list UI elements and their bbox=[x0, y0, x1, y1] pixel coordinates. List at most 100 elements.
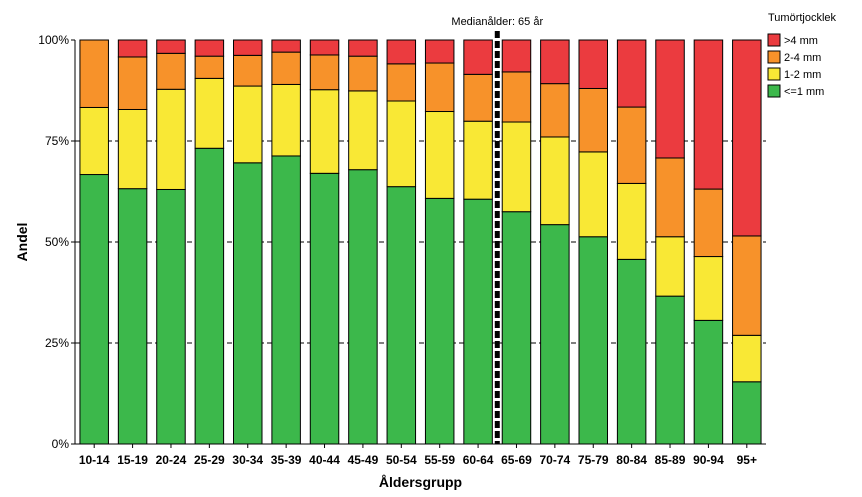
x-tick-label: 60-64 bbox=[463, 453, 494, 467]
bar-segment-15-19-s2 bbox=[117, 56, 148, 110]
y-axis-label: Andel bbox=[14, 223, 30, 262]
x-tick-label: 50-54 bbox=[386, 453, 417, 467]
bar-segment-30-34-s1 bbox=[233, 85, 263, 164]
bar-segment-30-34-s0 bbox=[233, 162, 263, 445]
x-tick-label: 65-69 bbox=[501, 453, 532, 467]
x-tick-label: 70-74 bbox=[540, 453, 571, 467]
x-tick-label: 90-94 bbox=[693, 453, 724, 467]
y-tick-label: 75% bbox=[45, 134, 69, 148]
x-axis-label: Åldersgrupp bbox=[379, 474, 462, 490]
y-tick-label: 100% bbox=[38, 33, 69, 47]
bar-segment-70-74-s0 bbox=[540, 224, 570, 445]
x-tick-label: 30-34 bbox=[232, 453, 263, 467]
x-tick-label: 35-39 bbox=[271, 453, 302, 467]
bar-segment-35-39-s2 bbox=[271, 51, 301, 85]
bar-segment-75-79-s0 bbox=[578, 236, 608, 445]
legend-swatch bbox=[767, 33, 781, 47]
bar-segment-30-34-s3 bbox=[233, 39, 263, 56]
bar-segment-80-84-s3 bbox=[616, 39, 647, 108]
x-tick-label: 40-44 bbox=[309, 453, 340, 467]
x-tick-label: 20-24 bbox=[156, 453, 187, 467]
bar-segment-70-74-s1 bbox=[540, 136, 570, 226]
bar-segment-95+-s0 bbox=[732, 381, 762, 445]
bar-segment-85-89-s1 bbox=[655, 236, 685, 297]
bar-segment-60-64-s3 bbox=[463, 39, 493, 75]
bar-segment-40-44-s2 bbox=[309, 54, 340, 91]
legend-swatch bbox=[767, 67, 781, 81]
bar-segment-15-19-s0 bbox=[117, 188, 148, 445]
y-tick-label: 50% bbox=[45, 235, 69, 249]
bar-segment-20-24-s2 bbox=[156, 52, 186, 90]
bar-segment-40-44-s0 bbox=[309, 172, 340, 445]
bar-segment-20-24-s1 bbox=[156, 88, 186, 190]
bar-segment-50-54-s0 bbox=[386, 186, 417, 445]
legend-label: 2-4 mm bbox=[784, 52, 821, 64]
bar-segment-95+-s2 bbox=[732, 235, 762, 336]
bar-segment-65-69-s3 bbox=[501, 39, 532, 73]
legend-title: Tumörtjocklek bbox=[768, 12, 837, 24]
y-tick-label: 25% bbox=[45, 336, 69, 350]
bar-segment-40-44-s1 bbox=[309, 89, 340, 174]
bar-segment-30-34-s2 bbox=[233, 54, 263, 87]
bar-segment-90-94-s2 bbox=[693, 188, 724, 258]
bar-segment-70-74-s3 bbox=[540, 39, 570, 85]
bar-segment-25-29-s1 bbox=[194, 77, 225, 149]
bar-segment-85-89-s2 bbox=[655, 157, 685, 238]
bar-segment-35-39-s1 bbox=[271, 83, 301, 157]
x-tick-label: 80-84 bbox=[616, 453, 647, 467]
bar-segment-25-29-s2 bbox=[194, 55, 225, 79]
bar-segment-75-79-s3 bbox=[578, 39, 608, 89]
legend-swatch bbox=[767, 50, 781, 64]
bar-segment-35-39-s3 bbox=[271, 39, 301, 53]
bar-segment-20-24-s0 bbox=[156, 188, 186, 445]
x-ticks: 10-14 15-19 20-24 25-29 30-34 35-39 40-44 45-49… bbox=[79, 444, 757, 467]
bar-segment-10-14-s1 bbox=[79, 106, 109, 176]
bar-segment-45-49-s0 bbox=[348, 169, 378, 445]
y-tick-label: 0% bbox=[52, 437, 70, 451]
x-tick-label: 95+ bbox=[737, 453, 757, 467]
bar-segment-55-59-s1 bbox=[424, 111, 455, 199]
x-tick-label: 45-49 bbox=[348, 453, 379, 467]
x-tick-label: 55-59 bbox=[424, 453, 455, 467]
bar-segment-80-84-s1 bbox=[616, 182, 647, 260]
bar-segment-75-79-s2 bbox=[578, 87, 608, 153]
bar-segment-70-74-s2 bbox=[540, 83, 570, 138]
x-tick-label: 25-29 bbox=[194, 453, 225, 467]
bar-segment-80-84-s2 bbox=[616, 106, 647, 184]
bar-segment-55-59-s0 bbox=[424, 197, 455, 445]
x-tick-label: 15-19 bbox=[117, 453, 148, 467]
bar-segment-45-49-s1 bbox=[348, 90, 378, 171]
gridlines bbox=[75, 140, 766, 344]
x-tick-label: 85-89 bbox=[655, 453, 686, 467]
bar-segment-85-89-s0 bbox=[655, 295, 685, 445]
bar-segment-60-64-s1 bbox=[463, 120, 493, 200]
bar-segment-10-14-s2 bbox=[79, 39, 109, 108]
bar-segment-65-69-s1 bbox=[501, 121, 532, 213]
bar-segment-50-54-s1 bbox=[386, 100, 417, 188]
bar-segment-60-64-s0 bbox=[463, 198, 493, 445]
bar-segment-90-94-s3 bbox=[693, 39, 724, 190]
bar-segment-80-84-s0 bbox=[616, 258, 647, 445]
bar-segment-50-54-s3 bbox=[386, 39, 417, 65]
legend-label: >4 mm bbox=[784, 35, 818, 47]
bar-segment-75-79-s1 bbox=[578, 151, 608, 238]
bar-segment-40-44-s3 bbox=[309, 39, 340, 56]
legend-label: 1-2 mm bbox=[784, 69, 821, 81]
median-label: Medianålder: 65 år bbox=[451, 16, 543, 28]
bar-segment-25-29-s0 bbox=[194, 147, 225, 445]
bar-segment-45-49-s3 bbox=[348, 39, 378, 57]
bar-segment-25-29-s3 bbox=[194, 39, 225, 57]
bar-segment-50-54-s2 bbox=[386, 63, 417, 102]
x-tick-label: 75-79 bbox=[578, 453, 609, 467]
bar-segment-65-69-s2 bbox=[501, 71, 532, 123]
bar-segment-10-14-s0 bbox=[79, 174, 109, 445]
bar-segment-90-94-s0 bbox=[693, 319, 724, 445]
bar-segment-15-19-s3 bbox=[117, 39, 148, 58]
bar-segment-15-19-s1 bbox=[117, 108, 148, 190]
bar-segment-35-39-s0 bbox=[271, 155, 301, 445]
legend-label: <=1 mm bbox=[784, 86, 824, 98]
bar-segment-60-64-s2 bbox=[463, 73, 493, 122]
legend-swatch bbox=[767, 84, 781, 98]
bars bbox=[79, 39, 762, 445]
